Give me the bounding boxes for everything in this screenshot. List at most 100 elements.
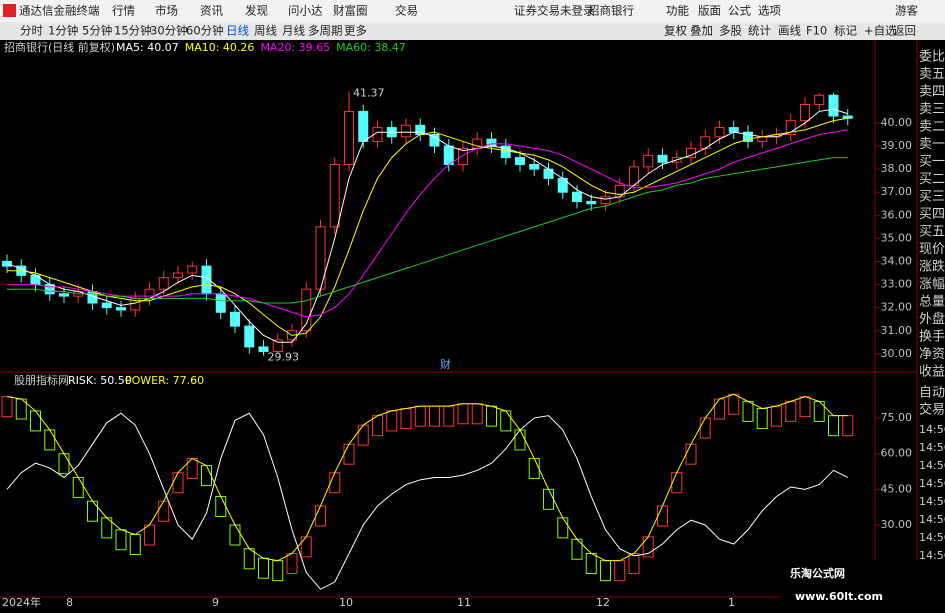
period-tab[interactable]: 更多 <box>344 24 367 38</box>
quote-label: 涨幅 <box>919 277 945 292</box>
tool-button[interactable]: +自选 <box>864 24 897 38</box>
risk-line <box>6 412 848 590</box>
power-bar <box>443 405 455 427</box>
candle-body <box>244 325 255 348</box>
menu-item[interactable]: 问小达 <box>288 4 323 18</box>
y-tick-label: 39.00 <box>881 139 913 152</box>
menu-item[interactable]: 交易 <box>395 4 418 18</box>
time-label: 14:56 <box>919 549 945 562</box>
quote-label: 买一 <box>919 155 945 170</box>
power-bar <box>557 517 569 539</box>
tool-button[interactable]: 统计 <box>748 24 771 38</box>
power-bar <box>528 457 540 479</box>
tool-button[interactable]: 叠加 <box>690 24 713 38</box>
power-bar <box>785 400 797 422</box>
ma-line <box>7 157 848 304</box>
time-label: 14:56 <box>919 441 945 454</box>
period-tab[interactable]: 60分钟 <box>186 24 224 38</box>
power-bar <box>699 417 711 439</box>
candle-body <box>743 131 753 142</box>
ma-line <box>7 117 848 336</box>
period-tab[interactable]: 5分钟 <box>82 24 112 38</box>
period-tab[interactable]: 15分钟 <box>114 24 152 38</box>
candle-body <box>600 196 611 205</box>
power-bar <box>414 405 426 427</box>
candle-body <box>30 274 41 286</box>
risk-legend: RISK: 50.50 <box>68 374 132 387</box>
date-label: 9 <box>212 596 219 609</box>
menu-item[interactable]: 市场 <box>155 4 178 18</box>
menu-item[interactable]: 行情 <box>112 4 135 18</box>
power-bar <box>129 533 141 555</box>
candle-body <box>116 307 126 311</box>
candle-body <box>358 110 369 142</box>
period-tab[interactable]: 月线 <box>282 24 305 38</box>
power-bar <box>343 443 355 465</box>
y-tick-label: 35.00 <box>881 231 913 244</box>
menu-right[interactable]: 公式 <box>728 4 751 18</box>
power-bar <box>215 495 227 517</box>
power-bar <box>500 410 512 432</box>
power-bar <box>300 536 312 558</box>
candle-body <box>329 164 340 228</box>
power-bar <box>657 505 668 527</box>
candle-body <box>230 311 240 327</box>
candle-body <box>572 191 582 202</box>
candle-body <box>657 154 668 163</box>
y-tick-label: 31.00 <box>881 324 913 337</box>
quote-label: 委比 <box>919 50 945 65</box>
time-label: 14:56 <box>919 459 945 472</box>
candle-body <box>344 110 354 166</box>
candle-body <box>158 277 169 290</box>
power-bar <box>614 560 626 582</box>
tool-button[interactable]: 画线 <box>778 24 801 38</box>
menu-right[interactable]: 选项 <box>758 4 781 18</box>
candle-body <box>586 200 597 205</box>
power-bar <box>514 429 526 451</box>
tool-button[interactable]: 返回 <box>893 24 916 38</box>
period-tab[interactable]: 日线 <box>226 24 249 38</box>
period-tab[interactable]: 周线 <box>254 24 277 38</box>
power-bar <box>286 553 298 575</box>
menu-right[interactable]: 功能 <box>666 4 689 18</box>
candle-body <box>800 103 810 122</box>
tool-button[interactable]: 标记 <box>834 24 857 38</box>
candle-body <box>59 293 69 297</box>
candle-body <box>614 184 625 198</box>
power-bar <box>429 405 440 427</box>
y-tick-label: 30.00 <box>881 518 913 531</box>
period-tab[interactable]: 1分钟 <box>48 24 78 38</box>
user[interactable]: 游客 <box>895 4 918 18</box>
tool-button[interactable]: 复权 <box>664 24 687 38</box>
tool-button[interactable]: F10 <box>806 24 827 38</box>
power-bar <box>372 415 383 437</box>
power-bar <box>58 453 70 475</box>
candle-body <box>101 302 112 309</box>
period-tab[interactable]: 多周期 <box>308 24 343 38</box>
event-label: 财 <box>440 357 451 371</box>
power-bar <box>600 560 611 582</box>
period-tab[interactable]: 30分钟 <box>150 24 188 38</box>
period-tab[interactable]: 分时 <box>20 24 43 38</box>
ma-legend: MA5: 40.07 <box>116 41 179 54</box>
power-bar <box>756 408 768 430</box>
login-notice: 证券交易未登录 <box>514 4 595 18</box>
y-tick-label: 40.00 <box>881 116 913 129</box>
quote-label: 净资 <box>919 347 945 362</box>
candle-body <box>543 168 554 179</box>
candle-body <box>443 145 454 166</box>
candle-body <box>173 272 183 279</box>
menu-item[interactable]: 财富圈 <box>333 4 368 18</box>
time-label: 14:56 <box>919 531 945 544</box>
power-bar <box>272 560 284 582</box>
time-label: 14:56 <box>919 477 945 490</box>
power-bar <box>201 465 212 487</box>
ma-legend: MA10: 40.26 <box>185 41 255 54</box>
tool-button[interactable]: 多股 <box>719 24 742 38</box>
menu-right[interactable]: 版面 <box>698 4 721 18</box>
candle-body <box>401 124 411 138</box>
menu-item[interactable]: 发现 <box>245 4 268 18</box>
menu-item[interactable]: 资讯 <box>200 4 223 18</box>
candle-body <box>785 120 796 135</box>
